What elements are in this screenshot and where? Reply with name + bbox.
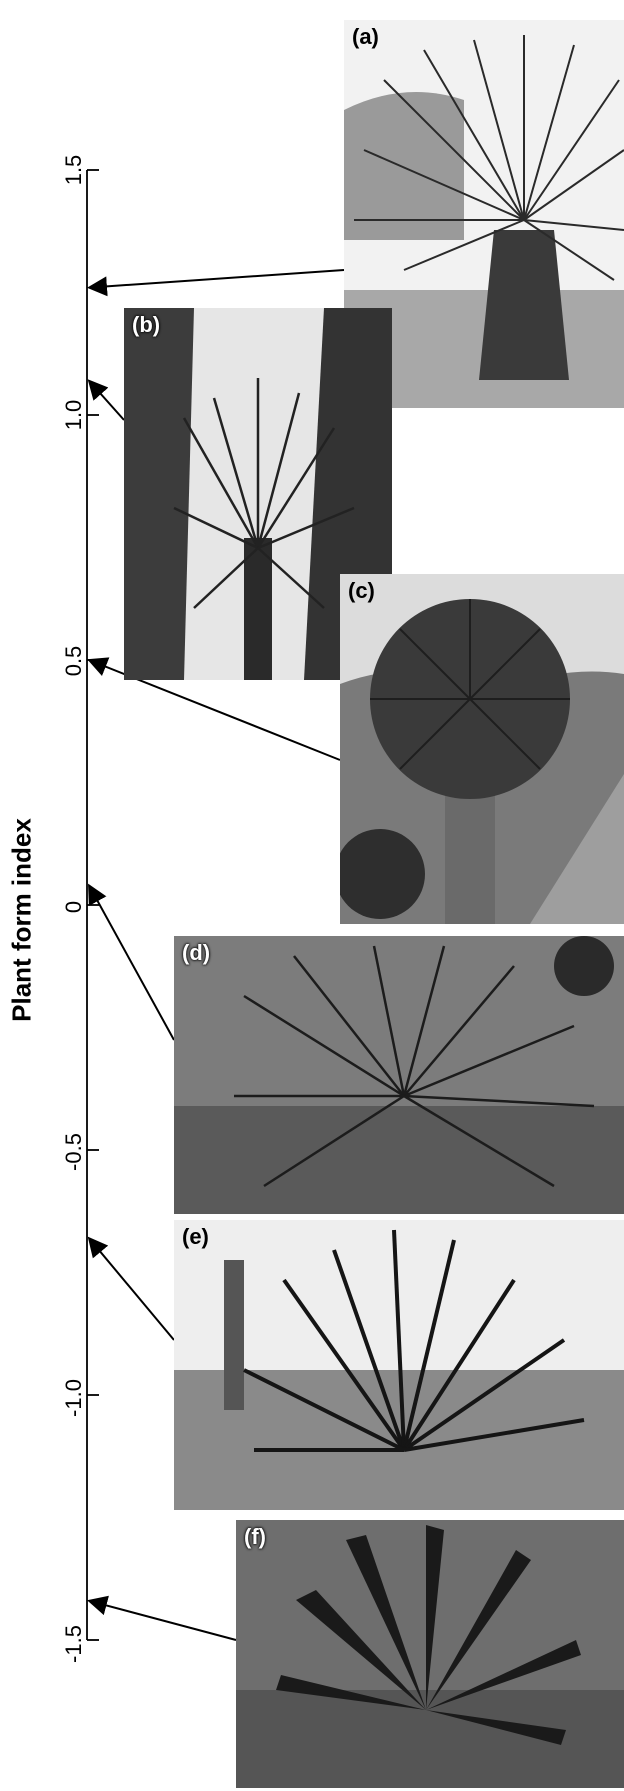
photo-d-image xyxy=(174,936,624,1214)
photo-f: (f) xyxy=(236,1520,624,1788)
panel-label-c: (c) xyxy=(348,578,375,603)
panel-label-b: (b) xyxy=(132,312,161,337)
tick-label-minus-1-0: -1.0 xyxy=(61,1379,86,1417)
arrow-d xyxy=(88,883,175,1041)
photo-c: (c) xyxy=(340,574,624,924)
arrow-a xyxy=(87,269,345,297)
panel-label-d: (d) xyxy=(182,940,211,965)
arrow-e xyxy=(87,1236,175,1341)
tick-label-minus-1-5: -1.5 xyxy=(61,1625,86,1663)
tick-label-minus-0-5: -0.5 xyxy=(61,1133,86,1171)
tick-label-0: 0 xyxy=(61,900,86,914)
photo-c-image xyxy=(340,574,624,924)
panel-label-a: (a) xyxy=(352,24,379,49)
photo-d: (d) xyxy=(174,936,624,1214)
panel-label-e: (e) xyxy=(182,1224,209,1249)
tick-label-0-5: 0.5 xyxy=(61,645,86,677)
arrow-f xyxy=(87,1595,237,1641)
tick-label-1-5: 1.5 xyxy=(61,154,86,186)
arrow-b xyxy=(87,379,125,421)
photo-e: (e) xyxy=(174,1220,624,1510)
panel-label-f: (f) xyxy=(244,1524,266,1549)
photo-f-image xyxy=(236,1520,624,1788)
tick-label-1-0: 1.0 xyxy=(61,399,86,431)
photo-e-image xyxy=(174,1220,624,1510)
